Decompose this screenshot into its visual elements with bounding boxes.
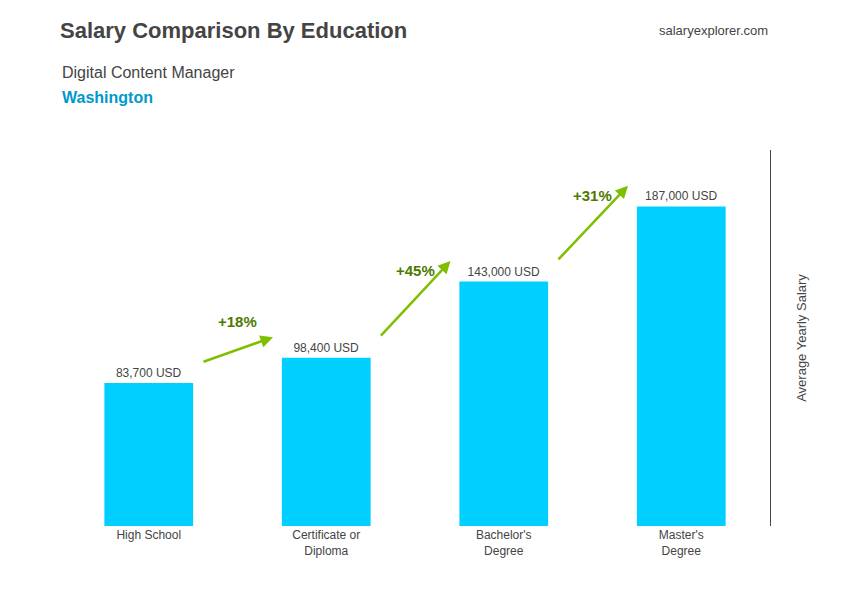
svg-text:143,000 USD: 143,000 USD — [468, 265, 540, 279]
svg-text:+45%: +45% — [396, 262, 435, 279]
svg-text:Salary Comparison By Education: Salary Comparison By Education — [60, 18, 407, 43]
svg-text:Digital Content Manager: Digital Content Manager — [62, 64, 235, 81]
svg-text:Certificate orDiploma: Certificate orDiploma — [292, 528, 360, 558]
svg-text:Average Yearly Salary: Average Yearly Salary — [794, 274, 809, 402]
svg-text:Washington: Washington — [62, 89, 153, 106]
svg-text:salaryexplorer.com: salaryexplorer.com — [659, 23, 768, 38]
svg-text:Bachelor'sDegree: Bachelor'sDegree — [476, 528, 532, 558]
svg-text:83,700 USD: 83,700 USD — [116, 366, 182, 380]
svg-text:98,400 USD: 98,400 USD — [293, 341, 359, 355]
svg-text:187,000 USD: 187,000 USD — [645, 189, 717, 203]
svg-text:High School: High School — [116, 528, 181, 542]
svg-text:Master'sDegree: Master'sDegree — [659, 528, 704, 558]
svg-text:+31%: +31% — [573, 187, 612, 204]
svg-text:+18%: +18% — [218, 313, 257, 330]
